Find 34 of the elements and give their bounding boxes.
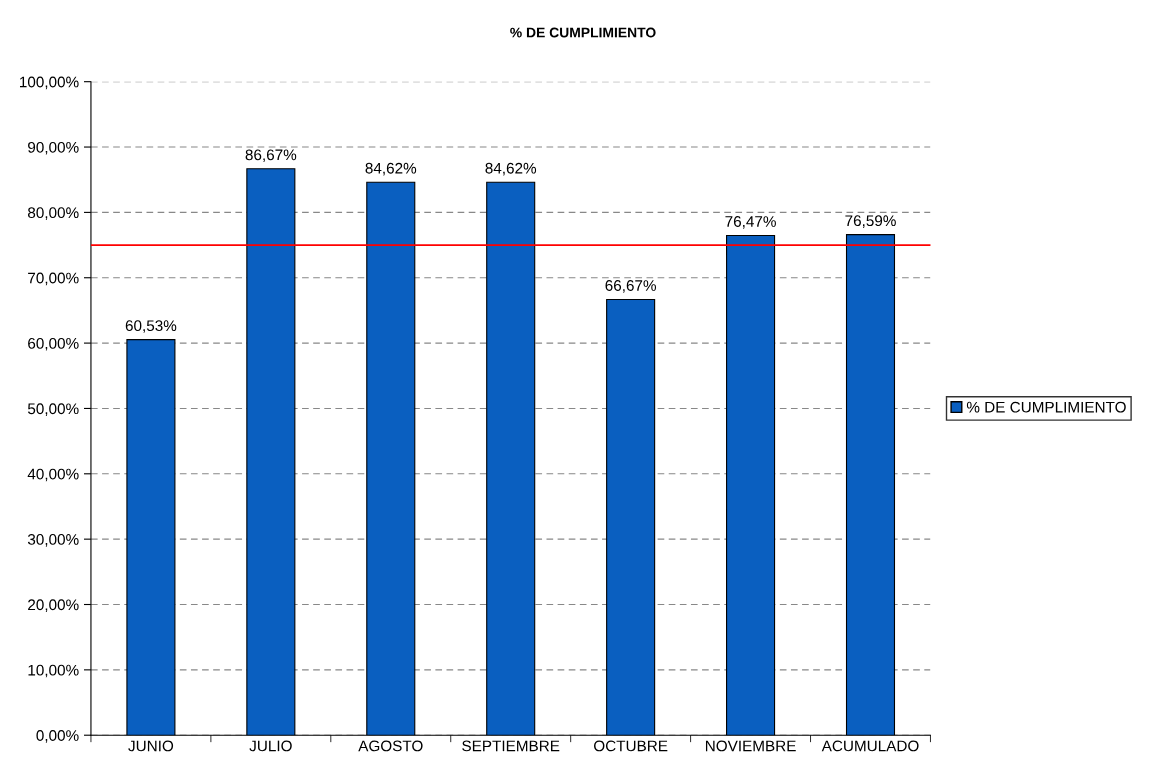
data-label: 86,67% — [245, 149, 297, 163]
y-tick-label: 0,00% — [36, 730, 79, 743]
x-tick-label: ACUMULADO — [821, 740, 919, 752]
y-tick-label: 70,00% — [28, 272, 79, 286]
y-tick-label: 90,00% — [28, 141, 79, 155]
x-tick-label: JULIO — [249, 740, 292, 752]
y-tick-label: 10,00% — [28, 664, 79, 678]
data-label: 76,47% — [725, 216, 776, 229]
x-tick-label: SEPTIEMBRE — [462, 740, 560, 752]
data-label: 84,62% — [365, 162, 417, 176]
bar — [366, 181, 416, 736]
x-tick-label: OCTUBRE — [594, 740, 668, 752]
bar — [126, 339, 176, 736]
data-label: 66,67% — [605, 280, 657, 293]
y-tick-label: 20,00% — [28, 599, 79, 612]
data-label: 60,53% — [125, 320, 177, 333]
x-tick-label: NOVIEMBRE — [705, 740, 796, 752]
chart-title: % DE CUMPLIMIENTO — [510, 27, 656, 38]
bar — [246, 168, 296, 736]
y-tick-label: 80,00% — [27, 207, 79, 220]
bar — [726, 234, 776, 736]
bar — [606, 298, 656, 736]
data-label: 84,62% — [485, 162, 537, 176]
x-tick-label: AGOSTO — [358, 740, 423, 752]
x-tick-label: JUNIO — [128, 740, 174, 752]
data-label: 76,59% — [845, 215, 896, 228]
bar — [845, 234, 896, 736]
y-tick-label: 60,00% — [28, 337, 79, 351]
bar — [486, 181, 536, 736]
y-tick-label: 40,00% — [27, 468, 79, 482]
y-tick-label: 50,00% — [27, 403, 79, 416]
y-tick-label: 30,00% — [27, 534, 79, 547]
y-tick-label: 100,00% — [20, 76, 79, 90]
legend-label: % DE CUMPLIMIENTO — [966, 401, 1126, 413]
